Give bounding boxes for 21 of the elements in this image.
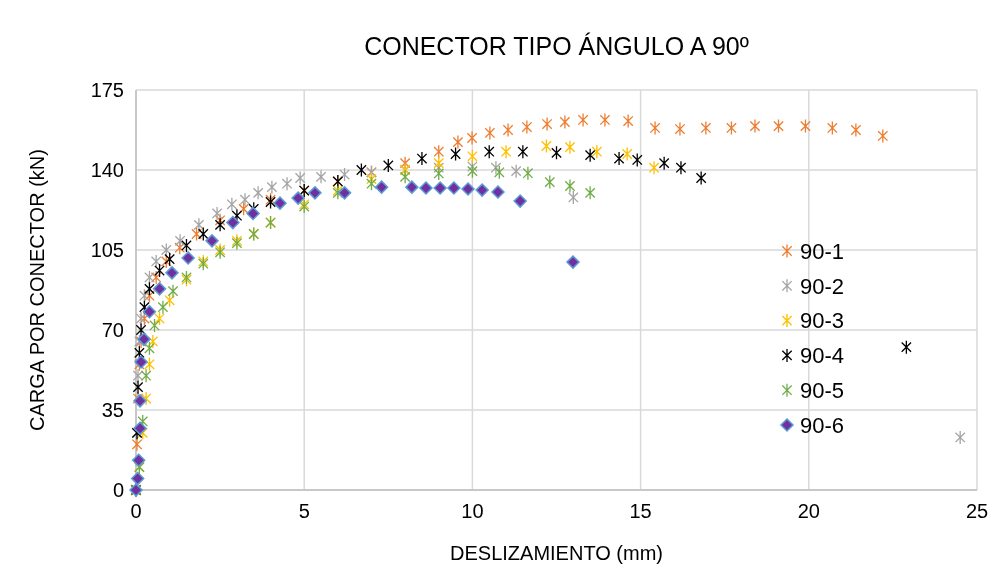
legend-label: 90-1 — [800, 238, 845, 264]
legend-label: 90-5 — [800, 377, 845, 403]
x-tick-label: 0 — [130, 500, 142, 522]
y-tick-label: 0 — [112, 479, 124, 501]
x-tick-label: 10 — [461, 500, 484, 522]
legend-label: 90-6 — [800, 412, 845, 438]
y-tick-label: 105 — [90, 239, 124, 261]
x-tick-label: 20 — [797, 500, 820, 522]
chart-title: CONECTOR TIPO ÁNGULO A 90º — [364, 32, 749, 60]
x-tick-label: 25 — [965, 500, 989, 522]
y-tick-label: 70 — [101, 319, 124, 341]
y-tick-label: 140 — [90, 159, 124, 181]
x-axis-title: DESLIZAMIENTO (mm) — [450, 542, 663, 564]
legend-label: 90-2 — [800, 273, 845, 299]
legend-label: 90-3 — [800, 308, 845, 334]
y-axis-title: CARGA POR CONECTOR (kN) — [26, 149, 48, 431]
x-tick-label: 15 — [629, 500, 652, 522]
y-tick-label: 35 — [101, 399, 124, 421]
x-tick-label: 5 — [298, 500, 310, 522]
y-tick-label: 175 — [90, 79, 124, 101]
legend-label: 90-4 — [800, 343, 845, 369]
